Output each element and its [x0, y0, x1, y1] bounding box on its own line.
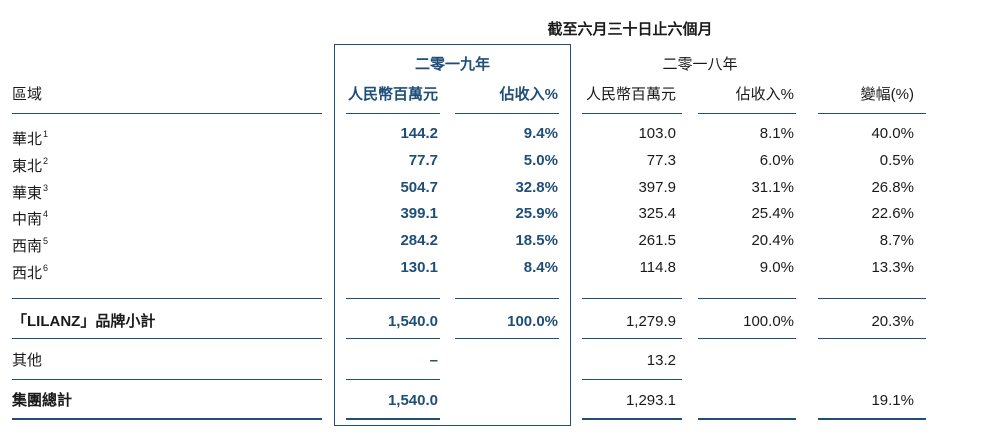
col-pct-2018-header: 佔收入%	[735, 86, 794, 103]
bottom-rule-change	[818, 418, 926, 420]
others-rmb-2019: –	[429, 352, 438, 369]
subtotal-pct-2019: 100.0%	[507, 313, 558, 330]
bottom-rule-pct-2018	[698, 418, 796, 420]
period-header: 截至六月三十日止六個月	[547, 21, 713, 38]
subtotal-label: 「LILANZ」品牌小計	[12, 313, 156, 330]
row-region-label: 西北6	[12, 259, 48, 283]
row-pct-2018: 9.0%	[759, 259, 794, 276]
footnote-marker: 2	[43, 156, 49, 166]
footnote-marker: 1	[43, 129, 49, 139]
row-region-label: 西南5	[12, 232, 48, 256]
total-rule-region	[12, 379, 322, 380]
footnote-marker: 5	[43, 236, 49, 246]
row-region-label: 東北2	[12, 152, 48, 176]
col-pct-2019-header: 佔收入%	[499, 86, 558, 103]
row-rmb-2019: 284.2	[400, 232, 438, 249]
others-rule-pct-2018	[698, 338, 796, 339]
region-name: 華北	[12, 131, 43, 148]
col-rmb-2019-header: 人民幣百萬元	[347, 86, 438, 103]
row-pct-2019: 5.0%	[523, 152, 558, 169]
row-rmb-2018: 77.3	[646, 152, 676, 169]
row-pct-2018: 25.4%	[751, 205, 794, 222]
row-change: 13.3%	[871, 259, 914, 276]
others-rule-region	[12, 338, 322, 339]
total-change: 19.1%	[871, 392, 914, 409]
year-2019-header: 二零一九年	[414, 56, 490, 73]
row-rmb-2018: 103.0	[638, 125, 676, 142]
row-rmb-2018: 397.9	[638, 179, 676, 196]
region-name: 西北	[12, 265, 43, 282]
bottom-rule-region	[12, 418, 322, 420]
others-rule-change	[818, 338, 926, 339]
header-rule-region	[12, 113, 322, 114]
subtotal-rmb-2019: 1,540.0	[387, 313, 438, 330]
row-rmb-2019: 144.2	[400, 125, 438, 142]
subtotal-change: 20.3%	[871, 313, 914, 330]
subtotal-rule-rmb-2019	[346, 298, 440, 299]
row-pct-2019: 32.8%	[515, 179, 558, 196]
row-pct-2019: 18.5%	[515, 232, 558, 249]
row-pct-2019: 25.9%	[515, 205, 558, 222]
row-change: 26.8%	[871, 179, 914, 196]
row-change: 0.5%	[879, 152, 914, 169]
subtotal-pct-2018: 100.0%	[743, 313, 794, 330]
year-2019-highlight-box	[334, 44, 571, 426]
header-rule-change	[818, 113, 926, 114]
footnote-marker: 6	[43, 263, 49, 273]
row-pct-2018: 20.4%	[751, 232, 794, 249]
row-pct-2018: 8.1%	[759, 125, 794, 142]
subtotal-rule-pct-2019	[455, 298, 559, 299]
row-rmb-2018: 325.4	[638, 205, 676, 222]
row-region-label: 中南4	[12, 205, 48, 229]
header-rule-rmb-2018	[582, 113, 682, 114]
row-rmb-2019: 399.1	[400, 205, 438, 222]
region-name: 華東	[12, 185, 43, 202]
others-label: 其他	[12, 352, 43, 369]
row-change: 8.7%	[879, 232, 914, 249]
others-rule-rmb-2019	[346, 338, 440, 339]
row-region-label: 華北1	[12, 125, 48, 149]
others-rule-pct-2019	[455, 338, 559, 339]
header-rule-rmb-2019	[346, 113, 440, 114]
others-rmb-2018: 13.2	[646, 352, 676, 369]
others-rule-rmb-2018	[582, 338, 682, 339]
subtotal-rmb-2018: 1,279.9	[625, 313, 676, 330]
total-rmb-2019: 1,540.0	[387, 392, 438, 409]
col-region-header: 區域	[12, 86, 43, 103]
total-rule-rmb-2019	[346, 379, 440, 380]
bottom-rule-rmb-2019	[346, 418, 440, 420]
row-rmb-2018: 261.5	[638, 232, 676, 249]
header-rule-pct-2019	[455, 113, 559, 114]
year-2018-header: 二零一八年	[662, 56, 738, 73]
row-pct-2018: 31.1%	[751, 179, 794, 196]
region-name: 西南	[12, 238, 43, 255]
col-rmb-2018-header: 人民幣百萬元	[585, 86, 676, 103]
bottom-rule-rmb-2018	[582, 418, 682, 420]
footnote-marker: 4	[43, 209, 49, 219]
header-rule-pct-2018	[698, 113, 796, 114]
row-pct-2018: 6.0%	[759, 152, 794, 169]
row-change: 40.0%	[871, 125, 914, 142]
col-change-header: 變幅(%)	[860, 86, 914, 103]
row-rmb-2019: 77.7	[408, 152, 438, 169]
row-rmb-2019: 130.1	[400, 259, 438, 276]
subtotal-rule-change	[818, 298, 926, 299]
region-name: 東北	[12, 158, 43, 175]
row-rmb-2018: 114.8	[639, 259, 676, 276]
row-rmb-2019: 504.7	[400, 179, 438, 196]
total-rmb-2018: 1,293.1	[625, 392, 676, 409]
subtotal-rule-rmb-2018	[582, 298, 682, 299]
footnote-marker: 3	[43, 183, 49, 193]
total-label: 集團總計	[12, 392, 73, 409]
total-rule-rmb-2018	[582, 379, 682, 380]
row-pct-2019: 9.4%	[523, 125, 558, 142]
row-change: 22.6%	[871, 205, 914, 222]
subtotal-rule-region	[12, 298, 322, 299]
row-region-label: 華東3	[12, 179, 48, 203]
row-pct-2019: 8.4%	[523, 259, 558, 276]
subtotal-rule-pct-2018	[698, 298, 796, 299]
region-name: 中南	[12, 211, 43, 228]
